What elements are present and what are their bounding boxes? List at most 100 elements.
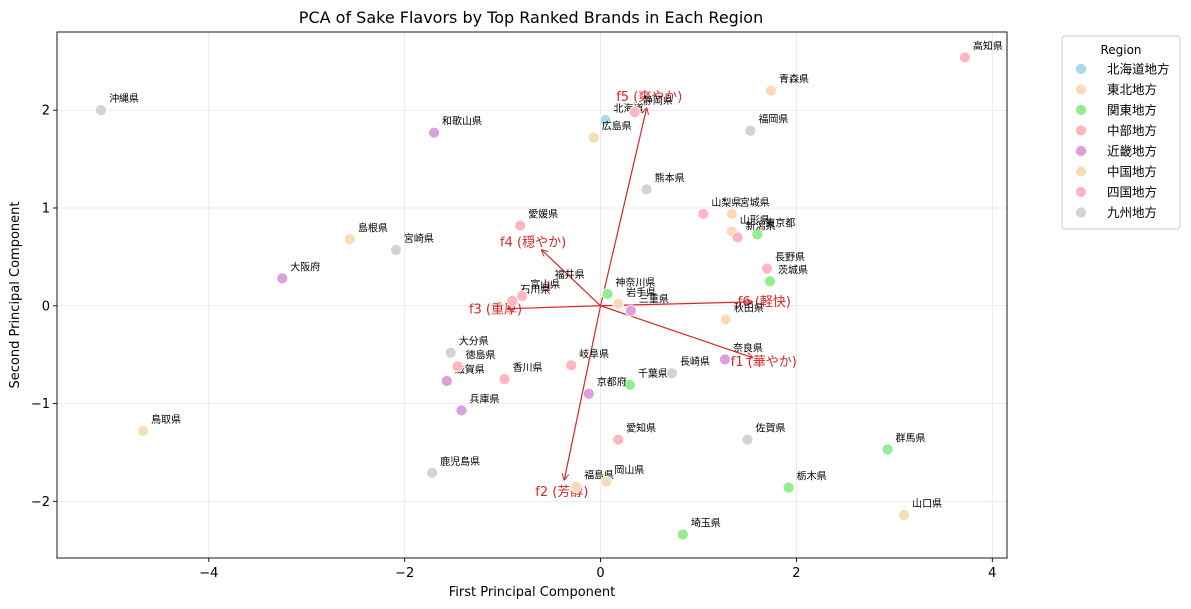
vector-label: f3 (重厚) [469,302,522,318]
y-tick-label: 1 [42,201,50,216]
legend-entry: 北海道地方 [1107,62,1170,77]
vector-label: f5 (爽やか) [616,90,682,105]
point-label: 長崎県 [680,355,710,368]
point-label: 三重県 [639,293,669,306]
point-label: 石川県 [520,284,550,296]
legend-frame [1061,35,1181,230]
vector-label: f1 (華やか) [731,355,797,370]
data-point [95,104,107,117]
data-point [440,375,453,387]
data-point [628,106,641,119]
legend-marker [1075,63,1087,75]
data-point [744,124,757,137]
data-point [666,367,678,380]
point-label: 愛媛県 [528,208,558,221]
data-point [625,304,637,317]
point-label: 徳島県 [466,348,496,361]
data-point [764,275,776,288]
data-point [599,114,612,126]
legend-entry: 九州地方 [1107,205,1157,220]
data-point [516,290,529,302]
x-axis-label: First Principal Component [449,585,616,600]
data-point [898,509,911,521]
loading-arrow [600,302,753,307]
legend-marker [1075,206,1087,219]
point-label: 秋田県 [734,301,764,314]
data-point [719,353,731,366]
plot-frame [56,31,1008,559]
point-label: 新潟県 [746,219,776,232]
vector-label: f4 (穏やか) [500,235,566,250]
point-label: 埼玉県 [691,517,721,530]
data-point [565,359,578,372]
data-point [612,433,625,446]
point-label: 鳥取県 [151,413,181,426]
data-point [624,379,636,391]
point-label: 東京都 [765,216,795,229]
data-point [389,244,402,256]
data-point [343,233,356,246]
loading-vectors: f1 (華やか)f2 (芳醇)f3 (重厚)f4 (穏やか)f5 (爽やか)f6… [469,90,797,500]
data-point [881,443,894,456]
legend-marker [1075,165,1087,178]
y-axis-label: Second Principal Component [8,202,23,389]
data-point [720,313,732,326]
loading-arrow [599,108,647,306]
point-label: 群馬県 [896,431,926,444]
point-label: 神奈川県 [615,276,655,289]
point-label: 長野県 [775,252,805,264]
data-point [725,207,738,220]
data-point [276,272,289,285]
point-label: 広島県 [602,120,632,133]
x-tick-label: 4 [988,566,996,581]
data-point [587,131,600,144]
data-point [137,424,150,437]
data-point [582,387,595,400]
data-point [741,433,754,446]
y-tick-label: 0 [42,299,50,314]
point-label: 静岡県 [643,94,673,107]
point-label: 千葉県 [638,367,668,380]
legend-marker [1075,83,1087,96]
point-label: 和歌山県 [442,115,482,128]
scatter-points: 北海道青森県宮城県山形県岩手県秋田県福島県東京都茨城県神奈川県千葉県群馬県栃木県… [95,39,1003,541]
point-label: 奈良県 [733,342,763,355]
data-point [765,84,777,97]
data-point [958,51,971,64]
point-label: 兵庫県 [469,392,499,405]
data-point [782,481,795,494]
legend-entry: 中国地方 [1107,164,1157,179]
data-point [506,294,519,307]
x-tick-label: 0 [596,566,604,581]
point-label: 宮崎県 [404,232,434,245]
data-point [451,360,464,373]
point-label: 佐賀県 [755,423,785,435]
data-point [751,228,764,241]
point-label: 山形県 [740,214,770,226]
point-label: 富山県 [530,278,560,291]
data-point [444,346,457,359]
point-label: 愛知県 [626,422,656,435]
point-label: 岩手県 [626,286,656,299]
x-tick-label: 2 [792,566,800,581]
point-label: 福岡県 [758,113,788,126]
point-label: 鹿児島県 [440,455,480,468]
point-label: 熊本県 [655,171,685,184]
loading-arrow [600,305,753,358]
data-point [540,280,553,293]
legend-entry: 近畿地方 [1107,144,1157,159]
point-label: 青森県 [779,73,809,86]
data-point [731,231,744,244]
data-point [498,373,511,385]
legend-marker [1075,186,1087,198]
point-label: 山口県 [912,498,942,510]
data-point [640,183,653,196]
legend-entry: 東北地方 [1107,82,1157,97]
point-label: 岐阜県 [579,347,609,360]
legend-title: Region [1100,43,1141,57]
point-label: 岡山県 [614,465,644,477]
data-point [676,528,689,541]
data-point [514,219,527,232]
data-point [761,262,773,275]
